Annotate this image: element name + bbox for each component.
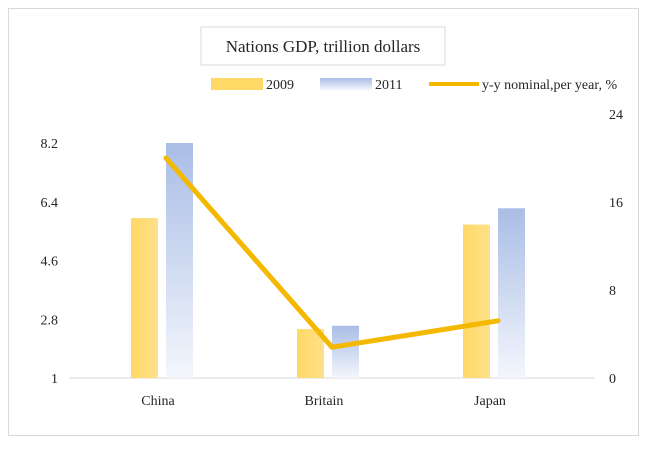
legend: 2009 2011 y-y nominal,per year, % bbox=[211, 78, 617, 93]
y-left-tick: 8.2 bbox=[41, 137, 59, 152]
legend-label-yy: y-y nominal,per year, % bbox=[482, 78, 617, 93]
bar-2011-china bbox=[166, 143, 193, 378]
y-left-tick: 2.8 bbox=[41, 313, 59, 328]
chart-title: Nations GDP, trillion dollars bbox=[226, 37, 421, 56]
y-left-tick: 6.4 bbox=[41, 196, 59, 211]
legend-label-2011: 2011 bbox=[375, 78, 402, 93]
legend-swatch-2011 bbox=[320, 78, 372, 90]
x-tick-china: China bbox=[141, 394, 175, 409]
y-axis-right: 0 8 16 24 bbox=[609, 108, 623, 387]
y-axis-left: 1 2.8 4.6 6.4 8.2 bbox=[41, 137, 59, 387]
x-tick-japan: Japan bbox=[474, 394, 506, 409]
y-right-tick: 16 bbox=[609, 196, 623, 211]
y-right-tick: 8 bbox=[609, 284, 616, 299]
bar-2011-japan bbox=[498, 208, 525, 378]
x-axis-ticks: China Britain Japan bbox=[141, 394, 506, 409]
y-left-tick: 4.6 bbox=[41, 255, 59, 270]
x-tick-britain: Britain bbox=[305, 394, 344, 409]
y-right-tick: 24 bbox=[609, 108, 623, 123]
bar-2009-japan bbox=[463, 225, 490, 378]
legend-swatch-2009 bbox=[211, 78, 263, 90]
legend-label-2009: 2009 bbox=[266, 78, 294, 93]
line-series-group bbox=[166, 158, 498, 347]
y-left-tick: 1 bbox=[51, 372, 58, 387]
yy-nominal-line bbox=[166, 158, 498, 347]
bar-2011-britain bbox=[332, 326, 359, 378]
chart-container: Nations GDP, trillion dollars 2009 2011 … bbox=[8, 8, 639, 436]
bar-2009-china bbox=[131, 218, 158, 378]
y-right-tick: 0 bbox=[609, 372, 616, 387]
